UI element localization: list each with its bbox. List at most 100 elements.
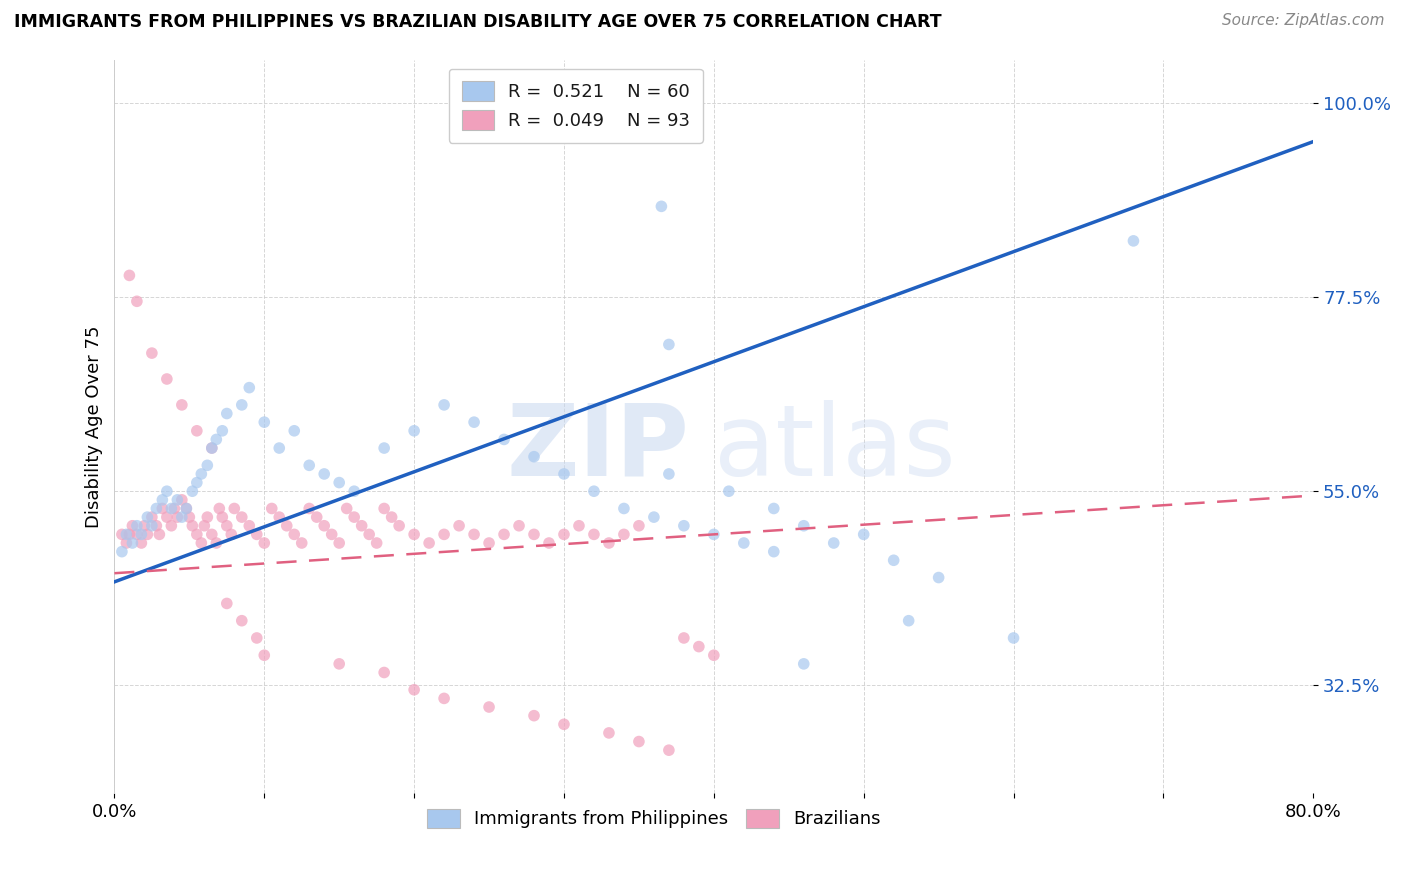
Point (118, 527, 141, 541)
Point (186, 424, 208, 438)
Point (150, 501, 173, 516)
Point (658, 337, 681, 351)
Point (201, 441, 224, 455)
Point (160, 518, 183, 533)
Point (121, 518, 143, 533)
Point (449, 518, 471, 533)
Text: Source: ZipAtlas.com: Source: ZipAtlas.com (1222, 13, 1385, 29)
Point (195, 458, 218, 473)
Point (404, 424, 426, 438)
Point (433, 398, 456, 412)
Point (314, 518, 336, 533)
Point (343, 510, 366, 524)
Point (176, 501, 198, 516)
Point (181, 484, 204, 499)
Point (166, 492, 188, 507)
Point (643, 510, 665, 524)
Point (115, 527, 138, 541)
Point (688, 640, 710, 654)
Point (568, 518, 591, 533)
Point (598, 536, 620, 550)
Point (291, 536, 314, 550)
Point (433, 691, 456, 706)
Point (231, 614, 253, 628)
Point (463, 527, 485, 541)
Point (366, 536, 388, 550)
Point (433, 527, 456, 541)
Point (141, 518, 163, 533)
Point (181, 518, 204, 533)
Point (170, 510, 193, 524)
Point (523, 450, 546, 464)
Point (166, 510, 188, 524)
Point (598, 726, 620, 740)
Point (359, 527, 381, 541)
Point (672, 518, 695, 533)
Point (269, 510, 291, 524)
Point (215, 407, 238, 421)
Point (492, 527, 515, 541)
Point (190, 467, 212, 481)
Point (121, 536, 143, 550)
Point (823, 536, 845, 550)
Point (553, 467, 575, 481)
Point (246, 527, 269, 541)
Point (145, 501, 167, 516)
Point (205, 536, 228, 550)
Point (343, 484, 366, 499)
Point (404, 527, 426, 541)
Point (193, 518, 215, 533)
Point (537, 536, 560, 550)
Point (215, 518, 238, 533)
Point (928, 570, 950, 584)
Point (224, 501, 246, 516)
Point (336, 501, 359, 516)
Point (418, 536, 440, 550)
Point (115, 536, 138, 550)
Point (897, 614, 920, 628)
Point (156, 372, 179, 386)
Point (388, 518, 411, 533)
Point (141, 510, 163, 524)
Point (298, 458, 321, 473)
Point (793, 657, 815, 671)
Point (404, 682, 426, 697)
Point (283, 527, 305, 541)
Point (381, 510, 404, 524)
Text: IMMIGRANTS FROM PHILIPPINES VS BRAZILIAN DISABILITY AGE OVER 75 CORRELATION CHAR: IMMIGRANTS FROM PHILIPPINES VS BRAZILIAN… (14, 13, 942, 31)
Point (170, 398, 193, 412)
Point (613, 527, 636, 541)
Point (582, 484, 605, 499)
Point (703, 527, 725, 541)
Point (478, 700, 501, 714)
Point (373, 665, 395, 680)
Point (253, 536, 276, 550)
Point (658, 467, 681, 481)
Point (298, 501, 321, 516)
Point (508, 518, 530, 533)
Legend: Immigrants from Philippines, Brazilians: Immigrants from Philippines, Brazilians (420, 801, 889, 836)
Point (238, 381, 260, 395)
Point (148, 527, 170, 541)
Point (523, 708, 546, 723)
Point (650, 199, 672, 213)
Point (246, 631, 269, 645)
Point (1122, 234, 1144, 248)
Point (733, 536, 755, 550)
Point (131, 527, 153, 541)
Point (553, 527, 575, 541)
Point (179, 510, 201, 524)
Point (627, 734, 650, 748)
Point (215, 596, 238, 610)
Point (145, 518, 167, 533)
Point (613, 501, 636, 516)
Point (231, 510, 253, 524)
Point (1002, 631, 1025, 645)
Point (253, 648, 276, 663)
Point (208, 501, 231, 516)
Point (231, 398, 253, 412)
Point (211, 510, 233, 524)
Point (176, 501, 198, 516)
Point (186, 527, 208, 541)
Point (111, 527, 134, 541)
